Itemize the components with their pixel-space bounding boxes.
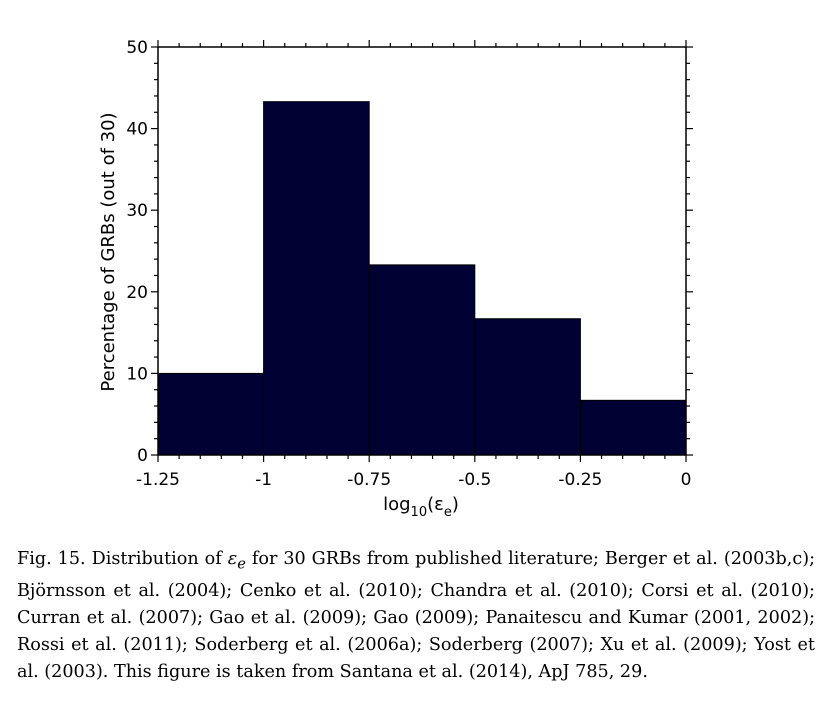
x-tick-labels: -1.25 -1 -0.75 -0.5 -0.25 0 [136,470,691,490]
x-tick-label: -0.25 [558,470,602,490]
x-tick-label: -1 [255,470,272,490]
y-tick-label: 50 [126,38,148,58]
y-tick-label: 10 [126,364,148,384]
y-tick-label: 0 [137,446,148,466]
histogram-bars [157,101,687,456]
caption-symbol-char: ε [227,549,238,569]
caption-text: for 30 GRBs from published literature; B… [17,549,815,683]
caption-symbol: εe [227,549,246,573]
histogram-bar-4 [474,318,581,456]
histogram-bar-1 [157,372,265,456]
x-axis-title: log10(εe) [383,494,459,520]
figure-caption: Fig. 15. Distribution of εe for 30 GRBs … [17,546,815,687]
x-axis-title-sub: 10 [411,505,428,520]
x-tick-label: -0.75 [347,470,391,490]
x-tick-label: -0.5 [458,470,491,490]
axis-ticks [151,40,693,462]
histogram-bar-3 [368,264,476,456]
y-tick-labels: 0 10 20 30 40 50 [126,38,148,466]
x-tick-label: -1.25 [136,470,180,490]
x-axis-title-arg-close: ) [452,494,459,515]
caption-prefix: Fig. 15. Distribution of [17,549,228,569]
y-axis-title: Percentage of GRBs (out of 30) [98,112,119,391]
histogram-bar-2 [263,101,370,456]
x-axis-title-arg-open: (ε [427,494,444,515]
y-tick-label: 40 [126,120,148,140]
histogram-bar-5 [579,399,687,456]
y-tick-label: 20 [126,283,148,303]
plot-frame [157,46,687,456]
x-axis-title-base: log [383,494,410,515]
y-tick-label: 30 [126,201,148,221]
caption-symbol-sub: e [237,555,246,573]
x-tick-label: 0 [681,470,692,490]
x-axis-title-arg-sub: e [444,505,452,520]
